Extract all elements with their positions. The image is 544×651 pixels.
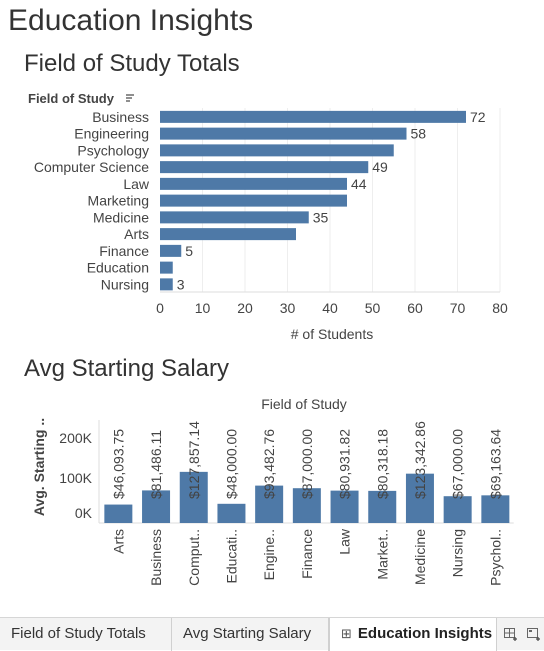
y-tick-label: 0K — [75, 505, 93, 521]
category-label: Psychology — [77, 142, 149, 158]
category-label: Marketing — [88, 193, 149, 209]
y-tick-label: 200K — [59, 430, 92, 446]
avg-salary-chart[interactable]: Field of Study Avg. Starting .. 0K 100K 200K… — [0, 0, 544, 617]
category-label: Engineering — [74, 126, 149, 142]
x-tick-label: 60 — [407, 300, 423, 316]
dashboard-title: Education Insights — [8, 4, 254, 37]
bar[interactable] — [179, 471, 208, 523]
sort-descending-icon[interactable] — [126, 94, 134, 102]
x-tick-label: 50 — [365, 300, 381, 316]
bar[interactable] — [481, 495, 510, 523]
tab-label: Field of Study Totals — [11, 625, 146, 642]
tab-label: Avg Starting Salary — [183, 625, 312, 642]
tab-avg-starting-salary[interactable]: Avg Starting Salary — [172, 618, 329, 651]
bar[interactable] — [142, 490, 171, 523]
x-tick-label: 10 — [195, 300, 211, 316]
bar[interactable] — [104, 504, 133, 523]
bar[interactable] — [330, 490, 359, 523]
sheet-tab-bar: Field of Study Totals Avg Starting Salar… — [0, 617, 544, 651]
data-label: 49 — [372, 159, 388, 175]
category-label: Psychol.. — [487, 529, 503, 586]
chart1-title: Field of Study Totals — [24, 50, 240, 77]
bar[interactable] — [160, 127, 407, 140]
data-label: 72 — [470, 109, 486, 125]
bar[interactable] — [160, 261, 173, 274]
y-axis-title: Avg. Starting .. — [31, 418, 47, 516]
bar[interactable] — [160, 244, 182, 257]
x-axis-title: # of Students — [291, 326, 374, 342]
bar[interactable] — [368, 490, 397, 523]
data-label: $69,163.64 — [487, 429, 503, 499]
category-label: Computer Science — [34, 159, 149, 175]
data-label: $81,486.11 — [148, 430, 164, 499]
category-label: Business — [92, 109, 149, 125]
category-label: Market.. — [374, 529, 390, 580]
category-header: Field of Study — [28, 91, 115, 106]
category-label: Comput.. — [186, 529, 202, 586]
tab-education-insights[interactable]: ⊞ Education Insights — [329, 618, 497, 651]
tab-label: Education Insights — [357, 625, 493, 642]
y-tick-label: 100K — [59, 470, 92, 486]
data-label: 44 — [351, 176, 367, 192]
data-label: $123,342.86 — [412, 421, 428, 499]
x-tick-label: 30 — [280, 300, 296, 316]
category-label: Nursing — [450, 529, 466, 577]
category-label: Law — [123, 176, 150, 192]
bar[interactable] — [160, 228, 296, 241]
x-tick-label: 80 — [492, 300, 508, 316]
category-label: Finance — [299, 529, 315, 579]
bar[interactable] — [160, 177, 347, 190]
data-label: $93,482.76 — [261, 429, 277, 499]
bar[interactable] — [160, 194, 347, 207]
category-label: Law — [337, 528, 353, 555]
category-label: Engine.. — [261, 529, 277, 580]
category-label: Finance — [99, 243, 149, 259]
category-label: Arts — [110, 529, 126, 554]
bar[interactable] — [405, 473, 434, 523]
data-label: $80,931.82 — [337, 429, 353, 499]
bar[interactable] — [160, 161, 369, 174]
chart2-title: Avg Starting Salary — [24, 355, 229, 382]
data-label: $127,857.14 — [186, 421, 202, 499]
new-story-icon[interactable] — [526, 626, 542, 642]
category-label: Arts — [124, 226, 149, 242]
data-label: $87,000.00 — [299, 429, 315, 499]
tab-field-of-study-totals[interactable]: Field of Study Totals — [0, 618, 172, 651]
x-tick-label: 20 — [237, 300, 253, 316]
bar[interactable] — [160, 110, 466, 123]
category-label: Education — [87, 260, 149, 276]
new-dashboard-icon[interactable] — [503, 626, 519, 642]
category-label: Nursing — [101, 276, 149, 292]
x-tick-label: 70 — [450, 300, 466, 316]
bar[interactable] — [160, 278, 173, 291]
bar[interactable] — [217, 503, 246, 523]
data-label: 5 — [185, 243, 193, 259]
data-label: 3 — [177, 276, 185, 292]
bar[interactable] — [443, 496, 472, 523]
data-label: 35 — [313, 209, 329, 225]
category-header: Field of Study — [261, 396, 347, 412]
x-tick-label: 0 — [156, 300, 164, 316]
dashboard-grid-icon: ⊞ — [341, 626, 352, 641]
data-label: 58 — [411, 126, 427, 142]
x-tick-label: 40 — [322, 300, 338, 316]
data-label: $67,000.00 — [450, 429, 466, 499]
category-label: Medicine — [93, 209, 149, 225]
data-label: $80,318.18 — [374, 429, 390, 499]
category-label: Business — [148, 529, 164, 586]
category-label: Medicine — [412, 529, 428, 585]
field-of-study-chart[interactable]: Field of Study Business 72 Engineering 58 Psy… — [0, 0, 544, 342]
bar[interactable] — [160, 211, 309, 224]
bar[interactable] — [255, 485, 284, 523]
data-label: $46,093.75 — [110, 429, 126, 499]
bar[interactable] — [292, 488, 321, 523]
bar[interactable] — [160, 144, 394, 157]
data-label: $48,000.00 — [223, 429, 239, 499]
category-label: Educati.. — [223, 529, 239, 583]
